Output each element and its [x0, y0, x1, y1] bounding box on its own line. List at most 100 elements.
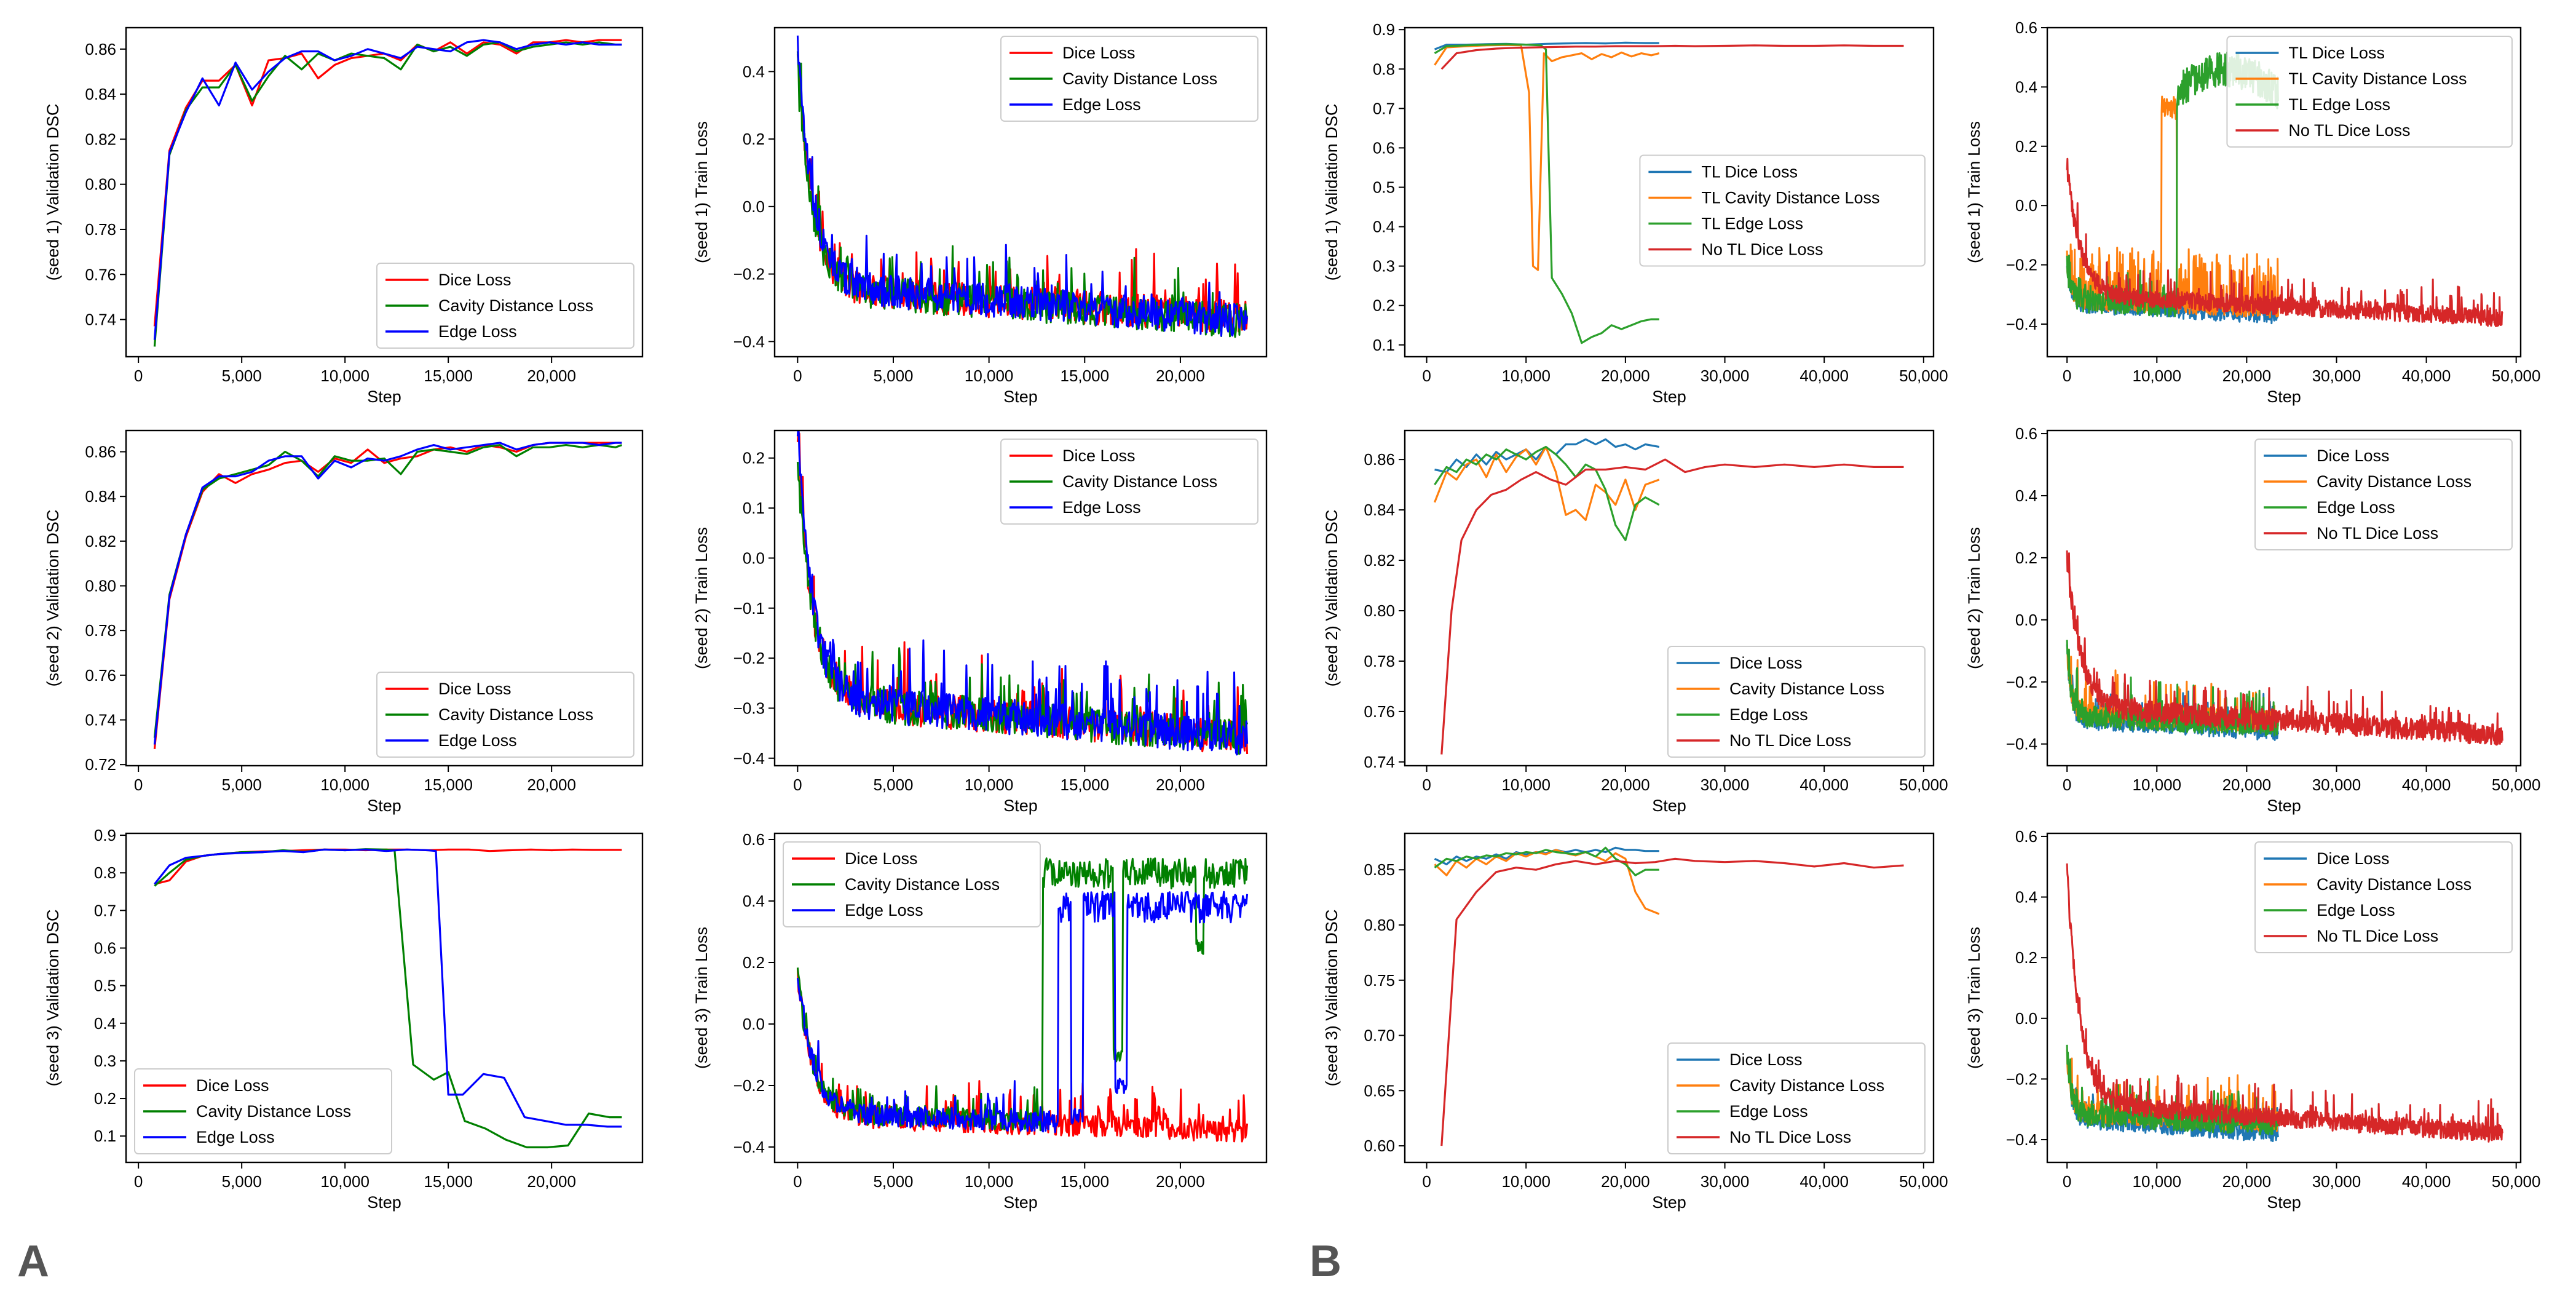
y-tick-label: −0.4: [733, 1138, 765, 1156]
x-tick-label: 0: [1422, 776, 1431, 794]
legend-box: [783, 841, 1041, 927]
legend-box: [1667, 646, 1926, 758]
series-line-2: [1434, 43, 1659, 344]
axes-frame: [125, 832, 644, 1164]
y-tick-label: 0.74: [1364, 753, 1395, 771]
x-tick-label: 0: [1422, 1172, 1431, 1191]
y-axis-label: (seed 1) Train Loss: [1965, 121, 1983, 263]
x-tick-label: 10,000: [965, 776, 1014, 794]
y-tick-label: 0.84: [1364, 501, 1395, 519]
y-tick-label: 0.78: [85, 220, 116, 239]
y-tick-label: 0.85: [1364, 860, 1395, 879]
legend-entry: No TL Dice Loss: [2317, 524, 2438, 542]
x-axis-label: Step: [1003, 1193, 1038, 1212]
y-tick-label: 0.80: [1364, 916, 1395, 934]
x-tick-label: 50,000: [2492, 1172, 2541, 1191]
legend: Dice Loss Cavity Distance Loss Edge Loss No…: [1667, 1042, 1926, 1154]
legend-entry: Edge Loss: [845, 901, 923, 919]
chart-b-r2-c0: 0 10,000 20,000 30,000 40,000 50,000 0.60 0.65 0…: [1322, 832, 1948, 1212]
series-line-3: [1440, 44, 1904, 70]
series-line-2: [796, 431, 1249, 756]
x-tick-label: 40,000: [2402, 776, 2451, 794]
y-tick-label: −0.3: [733, 699, 765, 717]
y-tick-label: 0.80: [1364, 601, 1395, 620]
x-tick-label: 20,000: [1601, 1172, 1650, 1191]
x-axis-label: Step: [367, 387, 401, 406]
x-axis-label: Step: [367, 1193, 401, 1212]
panel-b-label: B: [1310, 1237, 1341, 1286]
y-tick-label: 0.2: [2015, 549, 2037, 567]
y-tick-label: −0.4: [2006, 735, 2037, 753]
x-tick-label: 10,000: [1501, 367, 1551, 385]
y-tick-label: 0.1: [743, 499, 765, 517]
plot-lines: [796, 431, 1249, 756]
y-tick-label: −0.4: [733, 332, 765, 351]
legend-box: [376, 672, 634, 758]
legend-box: [2254, 841, 2513, 953]
y-tick-label: 0.7: [1373, 99, 1395, 117]
legend-box: [134, 1068, 392, 1154]
legend-entry: Edge Loss: [1062, 498, 1141, 517]
x-tick-label: 10,000: [2132, 1172, 2181, 1191]
x-tick-label: 10,000: [965, 1172, 1014, 1191]
x-tick-label: 10,000: [1501, 1172, 1551, 1191]
y-tick-label: 0.80: [85, 577, 116, 595]
plot-lines: [154, 848, 622, 1149]
x-tick-label: 5,000: [222, 367, 262, 385]
series-line-3: [2066, 157, 2503, 327]
y-tick-label: 0.1: [1373, 336, 1395, 354]
legend: Dice Loss Cavity Distance Loss Edge Loss: [783, 841, 1041, 927]
y-tick-label: 0.4: [94, 1014, 116, 1033]
series-line-2: [1434, 446, 1660, 541]
legend-box: [1639, 154, 1926, 267]
legend-entry: Edge Loss: [2317, 498, 2395, 517]
y-tick-label: 0.72: [85, 755, 116, 774]
legend-entry: Cavity Distance Loss: [2317, 875, 2471, 894]
y-tick-label: 0.76: [1364, 702, 1395, 721]
x-tick-label: 30,000: [1701, 1172, 1750, 1191]
legend-entry: TL Dice Loss: [1701, 163, 1798, 181]
legend-entry: TL Dice Loss: [2288, 44, 2385, 62]
chart-b-r1-c0: 0 10,000 20,000 30,000 40,000 50,000 0.74 0.76 0…: [1322, 429, 1948, 815]
plot-lines: [153, 39, 622, 347]
y-tick-label: −0.2: [2006, 673, 2037, 691]
y-tick-label: 0.0: [743, 197, 765, 216]
y-tick-label: 0.70: [1364, 1026, 1395, 1045]
y-tick-label: 0.86: [85, 443, 116, 461]
legend-box: [2254, 439, 2513, 550]
axes-frame: [125, 429, 644, 767]
legend-entry: Dice Loss: [1062, 447, 1136, 465]
x-tick-label: 15,000: [424, 1172, 473, 1191]
y-tick-label: −0.2: [2006, 256, 2037, 274]
x-tick-label: 50,000: [1899, 367, 1948, 385]
x-tick-label: 0: [134, 367, 143, 385]
axes-frame: [125, 26, 644, 358]
y-tick-label: 0.8: [94, 863, 116, 882]
y-tick-label: 0.9: [94, 826, 116, 844]
y-tick-label: 0.4: [1373, 218, 1395, 236]
y-tick-label: 0.4: [2015, 77, 2037, 96]
y-tick-label: 0.84: [85, 85, 116, 103]
legend: Dice Loss Cavity Distance Loss Edge Loss: [1000, 36, 1258, 122]
x-axis-label: Step: [2267, 387, 2301, 406]
legend-entry: Cavity Distance Loss: [438, 705, 593, 724]
x-tick-label: 30,000: [2312, 1172, 2361, 1191]
legend-entry: Dice Loss: [438, 680, 512, 698]
x-tick-label: 5,000: [873, 367, 913, 385]
y-tick-label: 0.78: [85, 621, 116, 640]
plot-lines: [2066, 550, 2503, 746]
legend-entry: No TL Dice Loss: [1729, 731, 1851, 750]
x-tick-label: 10,000: [2132, 776, 2181, 794]
series-line-2: [796, 35, 1249, 337]
y-tick-label: 0.82: [85, 532, 116, 550]
legend: Dice Loss Cavity Distance Loss Edge Loss No…: [1667, 646, 1926, 758]
axes-frame: [773, 832, 1268, 1164]
x-tick-label: 50,000: [2492, 776, 2541, 794]
y-tick-label: 0.2: [743, 449, 765, 467]
y-tick-label: 0.86: [85, 40, 116, 58]
legend-entry: Edge Loss: [2317, 901, 2395, 919]
legend-entry: Dice Loss: [845, 849, 918, 868]
y-axis-label: (seed 3) Train Loss: [692, 927, 711, 1069]
series-line-2: [154, 848, 622, 1128]
y-tick-label: 0.78: [1364, 652, 1395, 670]
